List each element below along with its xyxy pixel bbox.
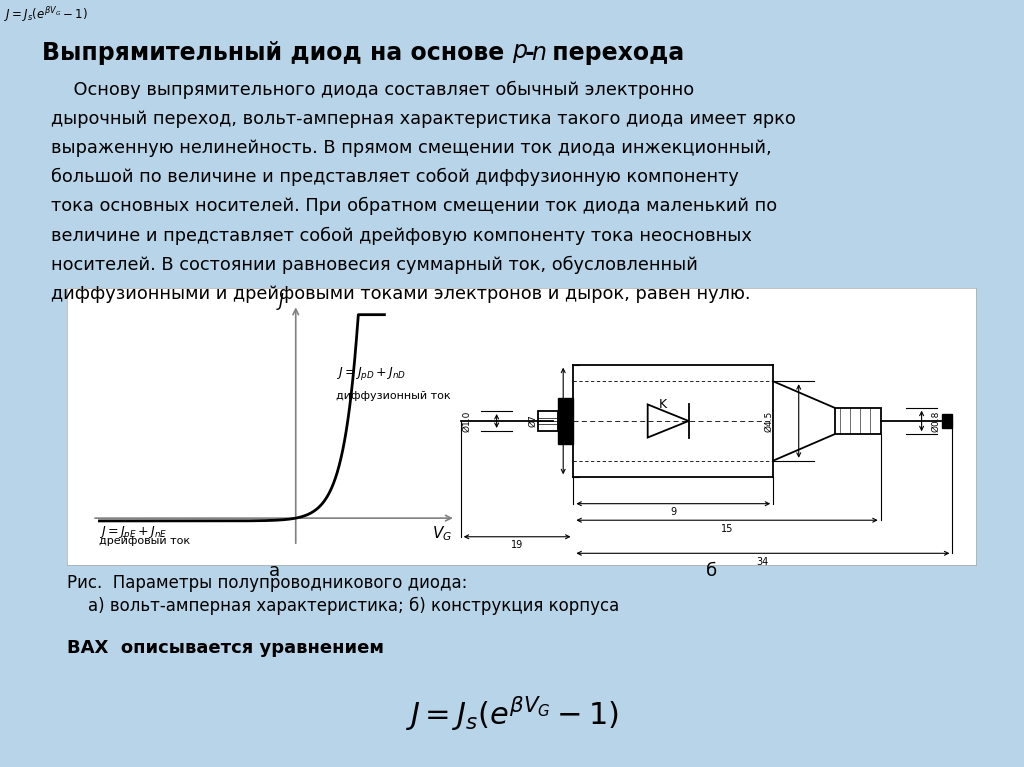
Text: $V_G$: $V_G$ xyxy=(432,524,452,543)
Text: выраженную нелинейность. В прямом смещении ток диода инжекционный,: выраженную нелинейность. В прямом смещен… xyxy=(51,139,772,156)
Text: Основу выпрямительного диода составляет обычный электронно: Основу выпрямительного диода составляет … xyxy=(51,81,694,99)
Text: $\it{p}$: $\it{p}$ xyxy=(512,41,528,64)
Bar xyxy=(942,414,952,427)
Text: б: б xyxy=(707,562,717,580)
Text: носителей. В состоянии равновесия суммарный ток, обусловленный: носителей. В состоянии равновесия суммар… xyxy=(51,255,698,274)
Text: 15: 15 xyxy=(721,524,733,534)
Text: Выпрямительный диод на основе: Выпрямительный диод на основе xyxy=(42,41,512,64)
Text: Рис.  Параметры полупроводникового диода:: Рис. Параметры полупроводникового диода: xyxy=(67,574,467,591)
Text: 19: 19 xyxy=(511,540,523,550)
Text: Ø4.5: Ø4.5 xyxy=(764,410,773,432)
Text: $J = J_s \left(e^{\beta V_G} - 1\right)$: $J = J_s \left(e^{\beta V_G} - 1\right)$ xyxy=(406,694,618,732)
Bar xyxy=(538,411,558,431)
Text: а) вольт-амперная характеристика; б) конструкция корпуса: а) вольт-амперная характеристика; б) кон… xyxy=(67,597,618,615)
Text: $J = J_s(e^{\beta V_G} - 1)$: $J = J_s(e^{\beta V_G} - 1)$ xyxy=(4,5,88,25)
Text: дрейфовый ток: дрейфовый ток xyxy=(99,535,190,545)
Text: перехода: перехода xyxy=(544,41,684,64)
Text: тока основных носителей. При обратном смещении ток диода маленький по: тока основных носителей. При обратном см… xyxy=(51,197,777,216)
Text: $J = J_{pE} + J_{nE}$: $J = J_{pE} + J_{nE}$ xyxy=(99,524,168,541)
Text: $J = J_{pD} + J_{nD}$: $J = J_{pD} + J_{nD}$ xyxy=(336,365,406,382)
Text: а: а xyxy=(269,562,280,580)
Text: 34: 34 xyxy=(757,557,769,567)
Text: диффузионными и дрейфовыми токами электронов и дырок, равен нулю.: диффузионными и дрейфовыми токами электр… xyxy=(51,285,751,302)
Text: 9: 9 xyxy=(671,507,676,517)
Text: большой по величине и представляет собой диффузионную компоненту: большой по величине и представляет собой… xyxy=(51,168,739,186)
Text: ВАХ  описывается уравнением: ВАХ описывается уравнением xyxy=(67,639,384,657)
Bar xyxy=(558,398,573,444)
Text: $J$: $J$ xyxy=(275,291,285,312)
Text: диффузионный ток: диффузионный ток xyxy=(336,390,451,400)
Text: K: K xyxy=(659,398,667,411)
Text: Ø7: Ø7 xyxy=(528,415,538,427)
Text: Ø1.0: Ø1.0 xyxy=(462,410,471,432)
Text: $\it{n}$: $\it{n}$ xyxy=(531,41,547,64)
Text: дырочный переход, вольт-амперная характеристика такого диода имеет ярко: дырочный переход, вольт-амперная характе… xyxy=(51,110,796,127)
Bar xyxy=(835,408,881,434)
Text: Ø0.8: Ø0.8 xyxy=(932,410,941,432)
Text: -: - xyxy=(524,41,535,64)
Text: величине и представляет собой дрейфовую компоненту тока неосновных: величине и представляет собой дрейфовую … xyxy=(51,226,752,245)
